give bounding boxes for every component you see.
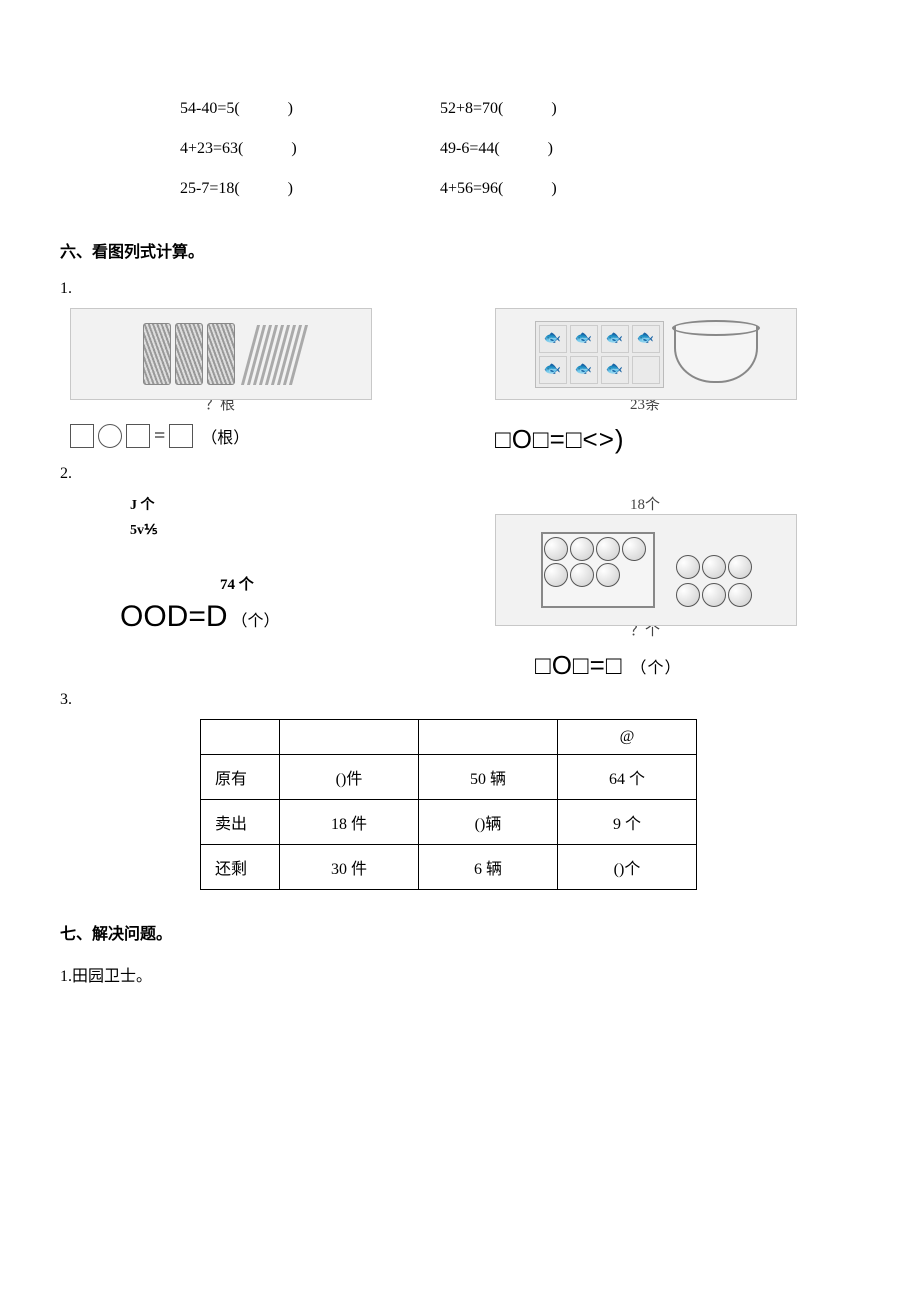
ball-box-icon — [541, 532, 655, 608]
q2-right: 18个 ︸ ？个 □O□=□（个） — [495, 493, 860, 681]
table-cell — [201, 720, 280, 755]
equation: 54-40=5( ) — [180, 100, 440, 118]
equations-grid: 54-40=5( ) 52+8=70( ) 4+23=63( ) 49-6=44… — [180, 100, 700, 198]
q1-right: ？条 🐟🐟🐟🐟 🐟🐟🐟 ︸ 23条 □O□=□<>) — [495, 308, 860, 455]
q2-left-text: 5v⅕ — [130, 518, 435, 543]
table-cell: 9 个 — [558, 800, 697, 845]
equation: 25-7=18( ) — [180, 180, 440, 198]
table-row: @ — [201, 720, 697, 755]
table-cell — [280, 720, 419, 755]
table-cell: 6 辆 — [419, 845, 558, 890]
table-cell: 50 辆 — [419, 755, 558, 800]
table-cell: 卖出 — [201, 800, 280, 845]
q2-left-text: J 个 — [130, 493, 435, 518]
q1-row: ︸ ？根 = （根） ？条 🐟🐟🐟🐟 🐟🐟🐟 ︸ — [70, 308, 860, 455]
q2-right-top: 18个 — [495, 493, 795, 514]
section-7-heading: 七、解决问题。 — [60, 920, 860, 944]
equation: 52+8=70( ) — [440, 100, 700, 118]
table-row: 卖出 18 件 ()辆 9 个 — [201, 800, 697, 845]
table-cell: 原有 — [201, 755, 280, 800]
unit-label: （根） — [201, 424, 249, 448]
section-6-heading: 六、看图列式计算。 — [60, 238, 860, 262]
table-cell: 还剩 — [201, 845, 280, 890]
balls-image — [495, 514, 797, 626]
sticks-image — [70, 308, 372, 400]
q2-number: 2. — [60, 465, 860, 483]
table-cell: 64 个 — [558, 755, 697, 800]
q1-number: 1. — [60, 280, 860, 298]
blank-box-icon — [70, 424, 94, 448]
blank-circle-icon — [98, 424, 122, 448]
equation: 4+23=63( ) — [180, 140, 440, 158]
fish-bowl-icon — [674, 326, 758, 383]
at-icon: @ — [558, 720, 697, 755]
table-cell: 18 件 — [280, 800, 419, 845]
table-cell — [419, 720, 558, 755]
q2-left: J 个 5v⅕ 74 个 OOD=D（个） — [70, 493, 435, 634]
q1-left-formula: = （根） — [70, 424, 435, 448]
fish-image: 🐟🐟🐟🐟 🐟🐟🐟 — [495, 308, 797, 400]
table-cell: ()个 — [558, 845, 697, 890]
q2-row: J 个 5v⅕ 74 个 OOD=D（个） 18个 ︸ ？个 □O□=□ — [70, 493, 860, 681]
q3-table: @ 原有 ()件 50 辆 64 个 卖出 18 件 ()辆 9 个 还剩 30… — [200, 719, 697, 890]
q2-right-formula: □O□=□（个） — [535, 650, 860, 681]
equation: 49-6=44( ) — [440, 140, 700, 158]
q2-left-74: 74 个 — [220, 573, 435, 594]
equation: 4+56=96( ) — [440, 180, 700, 198]
blank-box-icon — [169, 424, 193, 448]
table-cell: 30 件 — [280, 845, 419, 890]
q7-1: 1.田园卫士。 — [60, 962, 860, 986]
table-row: 原有 ()件 50 辆 64 个 — [201, 755, 697, 800]
q1-left: ︸ ？根 = （根） — [70, 308, 435, 448]
q1-right-formula: □O□=□<>) — [495, 424, 860, 455]
table-row: 还剩 30 件 6 辆 ()个 — [201, 845, 697, 890]
ball-pile-icon — [675, 554, 751, 608]
blank-box-icon — [126, 424, 150, 448]
table-cell: ()辆 — [419, 800, 558, 845]
q2-left-formula: OOD=D（个） — [120, 600, 435, 634]
q3-number: 3. — [60, 691, 860, 709]
table-cell: ()件 — [280, 755, 419, 800]
